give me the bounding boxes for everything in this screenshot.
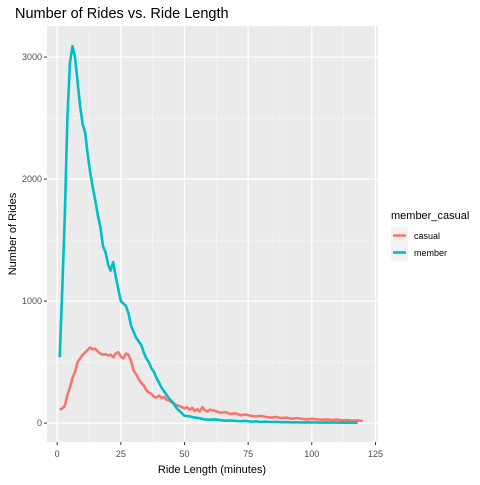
legend-label-member: member — [414, 248, 447, 258]
y-tick-label: 2000 — [22, 174, 42, 184]
plot-panel — [47, 26, 378, 442]
chart-title: Number of Rides vs. Ride Length — [15, 6, 229, 22]
y-tick-label: 0 — [37, 418, 42, 428]
y-tick-label: 3000 — [22, 52, 42, 62]
y-axis-label: Number of Rides — [7, 192, 19, 275]
legend-title: member_casual — [391, 210, 469, 222]
x-axis: 0 25 50 75 100 125 — [55, 442, 383, 459]
y-tick-label: 1000 — [22, 296, 42, 306]
x-tick-label: 125 — [368, 449, 383, 459]
legend-keys: casual member — [391, 227, 447, 261]
x-tick-label: 100 — [304, 449, 319, 459]
y-axis: 0 1000 2000 3000 — [22, 52, 47, 428]
legend-label-casual: casual — [414, 231, 440, 241]
x-tick-label: 50 — [179, 449, 189, 459]
legend: member_casual casual member — [391, 210, 469, 261]
x-tick-label: 0 — [55, 449, 60, 459]
x-tick-label: 75 — [243, 449, 253, 459]
x-axis-label: Ride Length (minutes) — [158, 464, 266, 476]
x-tick-label: 25 — [116, 449, 126, 459]
